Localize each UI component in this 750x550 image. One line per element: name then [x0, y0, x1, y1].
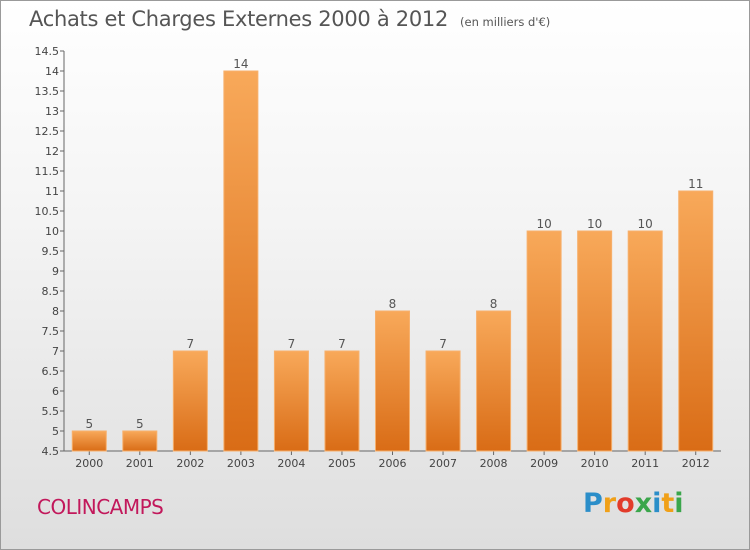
y-tick-label: 6.5 [42, 365, 60, 378]
y-tick-label: 12 [45, 145, 59, 158]
bar [577, 230, 613, 452]
bar [425, 350, 461, 452]
data-label: 14 [233, 57, 248, 71]
bar [223, 70, 259, 452]
logo-letter: i [674, 488, 684, 519]
y-tick-label: 10.5 [35, 205, 60, 218]
data-label: 8 [389, 297, 397, 311]
y-tick-label: 9.5 [42, 245, 60, 258]
y-tick-label: 8.5 [42, 285, 60, 298]
logo-letter: i [652, 488, 662, 519]
axes: 4.5 5 5.5 6 6.5 7 7.5 8 8.5 9 9.5 10 10.5 11 11.5 12 12.… [35, 45, 721, 470]
data-label: 11 [688, 177, 703, 191]
x-tick-label: 2009 [530, 457, 558, 470]
x-tick-label: 2001 [126, 457, 154, 470]
x-tick-label: 2011 [631, 457, 659, 470]
y-tick-label: 14.5 [35, 45, 60, 58]
x-tick-label: 2010 [581, 457, 609, 470]
y-tick-label: 7.5 [42, 325, 60, 338]
data-label: 8 [490, 297, 498, 311]
proxiti-logo: Proxiti [583, 488, 684, 519]
y-tick-label: 11.5 [35, 165, 60, 178]
logo-letter: P [583, 488, 603, 519]
y-tick-label: 8 [52, 305, 59, 318]
y-tick-label: 6 [52, 385, 59, 398]
data-label: 7 [187, 337, 195, 351]
bar [678, 190, 714, 452]
bar [172, 350, 208, 452]
y-tick-label: 14 [45, 65, 59, 78]
x-tick-label: 2006 [379, 457, 407, 470]
y-tick-label: 12.5 [35, 125, 60, 138]
logo-letter: x [634, 488, 653, 519]
y-tick-label: 10 [45, 225, 59, 238]
bar [71, 430, 107, 452]
y-tick-label: 5 [52, 425, 59, 438]
data-label: 7 [338, 337, 346, 351]
y-tick-label: 9 [52, 265, 59, 278]
x-tick-label: 2003 [227, 457, 255, 470]
data-label: 7 [439, 337, 447, 351]
y-tick-label: 5.5 [42, 405, 60, 418]
y-tick-label: 4.5 [42, 445, 60, 458]
data-label: 10 [536, 217, 551, 231]
y-tick-label: 11 [45, 185, 59, 198]
data-label: 10 [587, 217, 602, 231]
logo-letter: o [616, 488, 635, 519]
unit-label: (en milliers d'€) [460, 15, 551, 29]
x-tick-label: 2008 [480, 457, 508, 470]
logo-letter: t [661, 488, 675, 519]
bar [526, 230, 562, 452]
x-tick-label: 2005 [328, 457, 356, 470]
x-tick-label: 2007 [429, 457, 457, 470]
bars: 5 5 7 14 7 7 8 7 8 10 10 10 11 [71, 57, 714, 452]
bar [324, 350, 360, 452]
data-label: 10 [638, 217, 653, 231]
chart-title: Achats et Charges Externes 2000 à 2012 (e… [29, 7, 551, 31]
bar [375, 310, 410, 452]
x-tick-label: 2004 [277, 457, 305, 470]
y-tick-label: 13 [45, 105, 59, 118]
y-tick-label: 7 [52, 345, 59, 358]
logo-letter: r [602, 488, 617, 519]
data-label: 7 [288, 337, 296, 351]
data-label: 5 [85, 417, 93, 431]
data-label: 5 [136, 417, 144, 431]
x-tick-label: 2012 [682, 457, 710, 470]
x-tick-label: 2002 [176, 457, 204, 470]
x-tick-label: 2000 [75, 457, 103, 470]
bar [476, 310, 512, 452]
bar [122, 430, 158, 452]
commune-name: COLINCAMPS [37, 495, 164, 519]
bar [273, 350, 309, 452]
bar [627, 230, 663, 452]
y-tick-label: 13.5 [35, 85, 60, 98]
